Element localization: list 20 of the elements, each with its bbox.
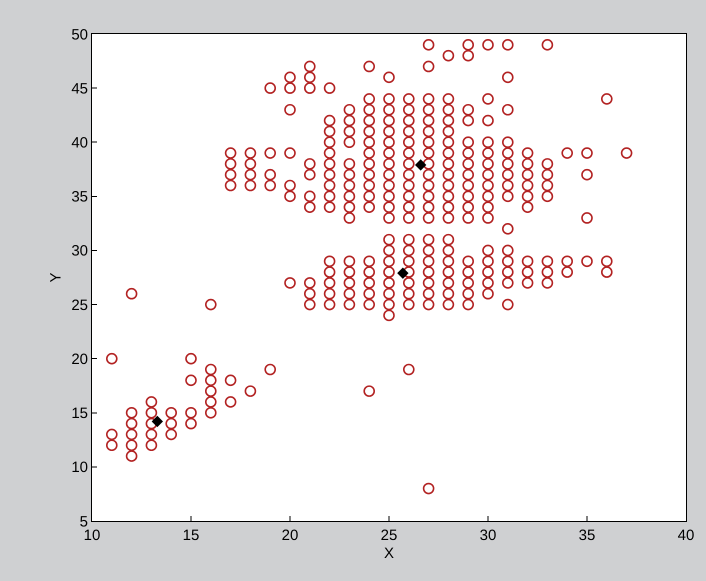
y-tick-label: 45 xyxy=(71,80,88,98)
point xyxy=(152,416,163,427)
y-tick-label: 40 xyxy=(71,134,88,152)
y-tick-label: 25 xyxy=(71,296,88,314)
y-axis-title: Y xyxy=(48,272,65,283)
x-tick-label: 15 xyxy=(182,527,200,544)
x-tick-label: 30 xyxy=(480,527,496,544)
y-tick-label: 20 xyxy=(71,350,88,368)
x-tick-label: 35 xyxy=(578,527,596,544)
y-tick-label: 35 xyxy=(71,188,88,206)
y-tick-label: 50 xyxy=(71,26,88,44)
point xyxy=(398,268,408,279)
x-tick-label: 25 xyxy=(380,527,398,544)
x-tick-label: 40 xyxy=(678,527,694,544)
y-tick-label: 10 xyxy=(71,459,88,476)
x-tick-label: 20 xyxy=(282,527,298,544)
y-tick-label: 30 xyxy=(71,242,88,260)
point xyxy=(415,160,426,170)
y-tick-label: 15 xyxy=(71,405,88,422)
x-axis-title: X xyxy=(384,545,394,562)
